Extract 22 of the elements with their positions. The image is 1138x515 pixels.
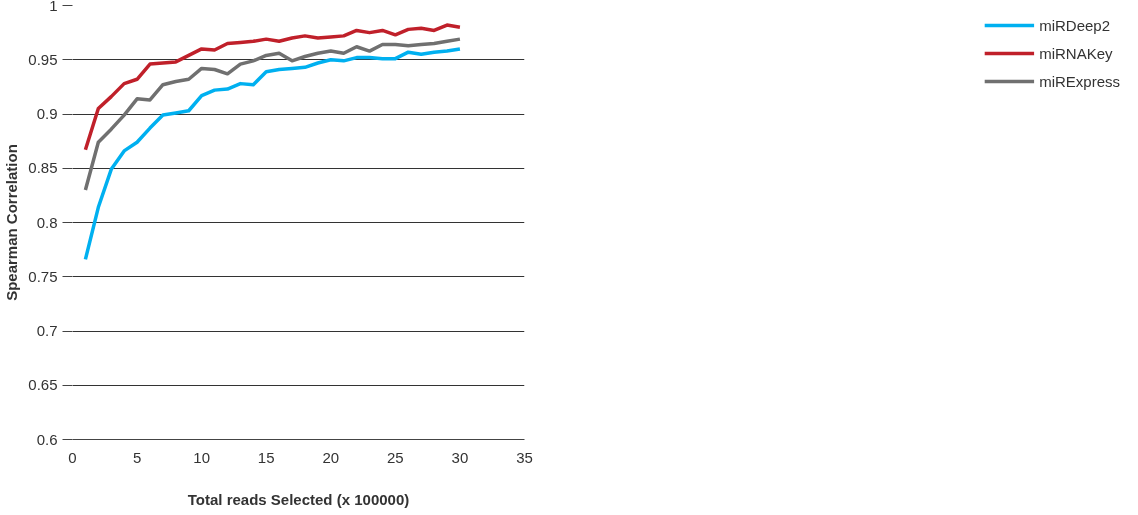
y-tick-label: 0.65 [28,376,58,394]
y-tick-label: 0.85 [28,159,58,177]
x-tick-label: 0 [68,448,77,466]
legend-label: miRDeep2 [1039,16,1111,34]
x-tick-label: 30 [451,448,469,466]
y-tick-label: 0.6 [36,430,58,448]
y-tick-label: 0.9 [36,105,58,122]
x-tick-label: 5 [132,448,142,466]
y-axis-title: Spearman Correlation [3,144,21,301]
x-axis-title: Total reads Selected (x 100000) [187,490,410,508]
x-tick-label: 35 [516,448,533,466]
x-tick-label: 10 [193,448,210,466]
x-tick-label: 15 [257,448,275,466]
y-tick-label: 0.7 [36,322,58,339]
y-tick-label: 1 [49,0,58,14]
y-tick-label: 0.8 [36,213,58,231]
y-tick-label: 0.95 [28,50,58,68]
legend-label: miRNAKey [1039,44,1113,62]
x-tick-label: 20 [322,448,340,466]
y-tick-label: 0.75 [28,267,58,285]
legend-label: miRExpress [1039,72,1120,90]
x-tick-label: 25 [387,448,404,466]
